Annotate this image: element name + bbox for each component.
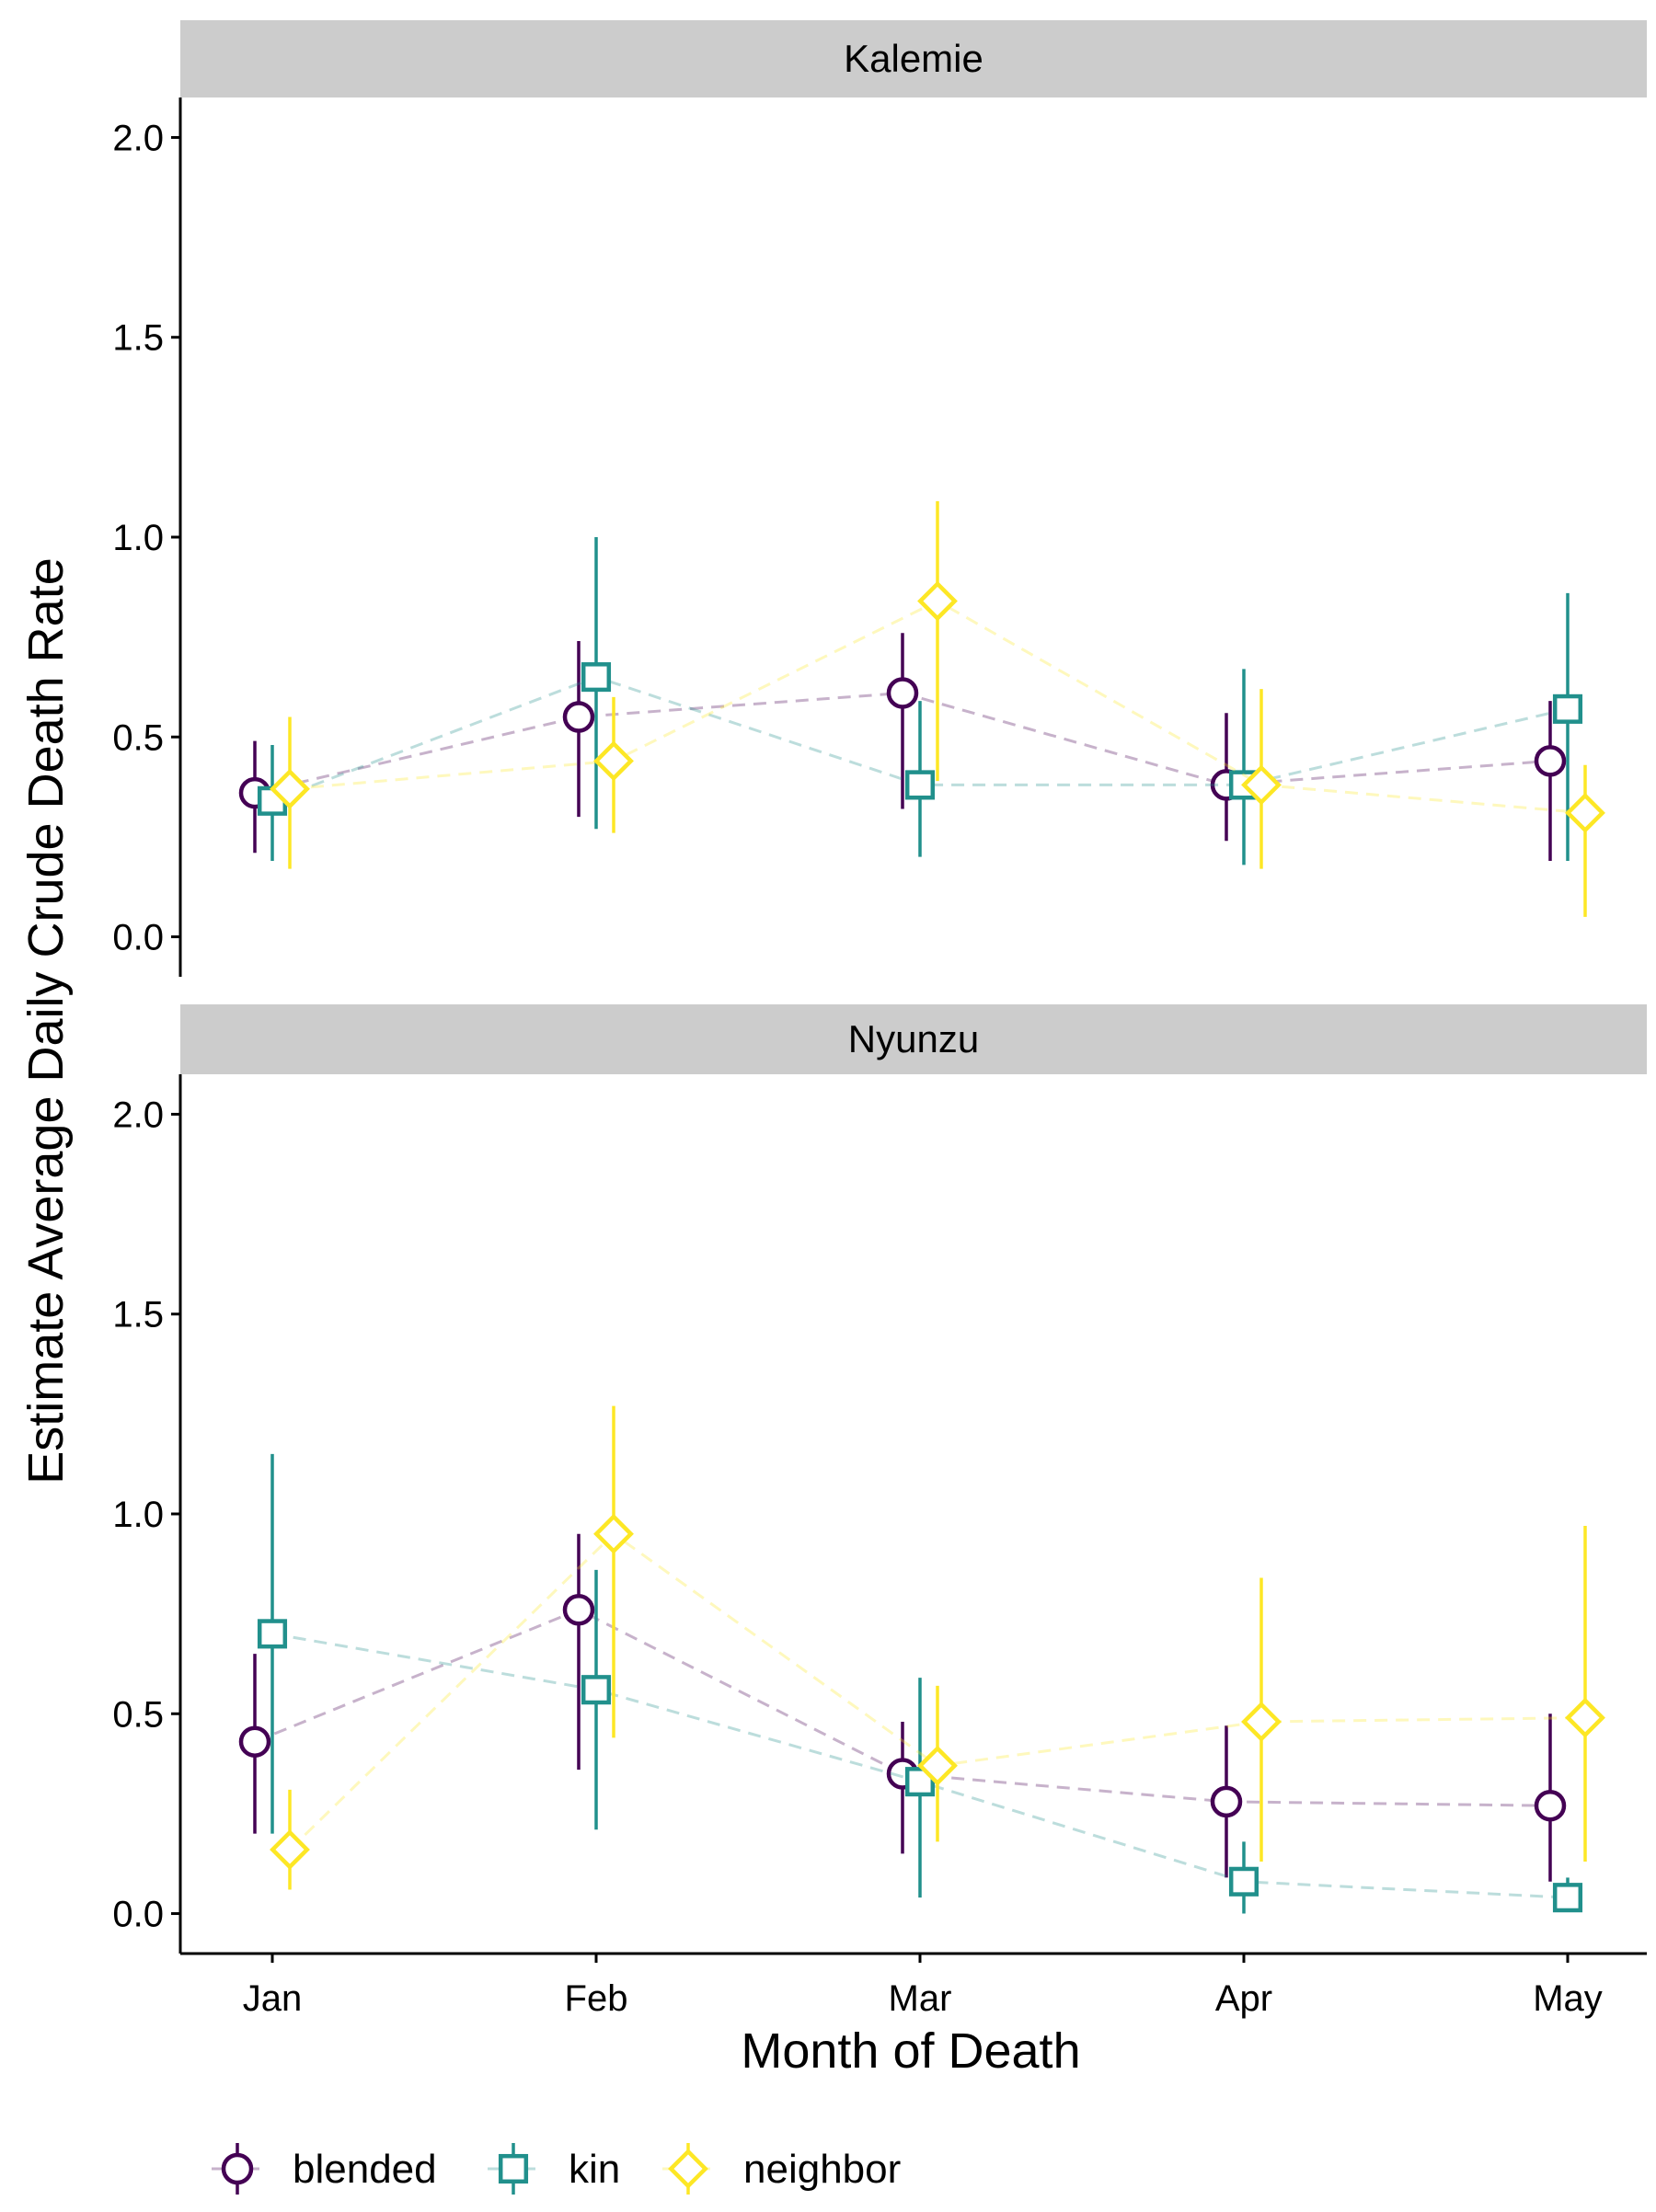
point-neighbor: [270, 768, 310, 809]
y-tick-label: 2.0: [112, 118, 164, 158]
point-kin: [581, 662, 612, 693]
point-kin: [1552, 693, 1583, 724]
point-neighbor: [1565, 1697, 1605, 1738]
facet-strip: [180, 1004, 1647, 1074]
point-kin: [581, 1675, 612, 1705]
point-blended: [1210, 1785, 1243, 1818]
point-neighbor: [1241, 1702, 1282, 1742]
point-blended: [1534, 1789, 1567, 1822]
y-tick-label: 1.5: [112, 318, 164, 359]
y-tick-label: 2.0: [112, 1095, 164, 1135]
point-neighbor: [917, 580, 958, 622]
x-tick-label: Jan: [243, 1978, 303, 2019]
x-tick-label: Feb: [565, 1978, 628, 2019]
y-tick-label: 0.0: [112, 918, 164, 958]
point-blended: [1534, 745, 1567, 777]
point-kin: [1552, 1883, 1583, 1913]
point-kin: [1228, 1866, 1259, 1897]
point-kin: [904, 770, 936, 800]
y-tick-label: 1.0: [112, 518, 164, 558]
facet-strip: [180, 20, 1647, 97]
legend-key-kin: [498, 2153, 529, 2184]
facet-strip-label: Kalemie: [844, 37, 983, 80]
x-tick-label: May: [1533, 1978, 1603, 2019]
point-blended: [886, 677, 919, 709]
point-blended: [562, 1594, 595, 1626]
y-tick-label: 1.5: [112, 1295, 164, 1335]
y-tick-label: 0.0: [112, 1895, 164, 1935]
x-axis-title: Month of Death: [741, 2023, 1080, 2079]
y-tick-label: 0.5: [112, 1694, 164, 1735]
y-tick-label: 0.5: [112, 717, 164, 758]
point-blended: [562, 701, 595, 733]
point-neighbor: [1565, 792, 1605, 833]
y-axis-title: Estimate Average Daily Crude Death Rate: [18, 557, 74, 1484]
point-blended: [238, 1725, 271, 1758]
series-line-blended: [254, 1608, 1551, 1807]
legend-label: neighbor: [743, 2147, 901, 2192]
legend-label: kin: [569, 2147, 620, 2192]
legend-key-neighbor: [668, 2149, 708, 2189]
point-neighbor: [593, 740, 634, 782]
facet-strip-label: Nyunzu: [848, 1017, 979, 1060]
point-kin: [257, 1619, 288, 1649]
legend-label: blended: [293, 2147, 437, 2192]
y-tick-label: 1.0: [112, 1495, 164, 1535]
point-neighbor: [917, 1745, 958, 1786]
legend-key-blended: [221, 2152, 254, 2185]
x-tick-label: Apr: [1215, 1978, 1272, 2019]
point-neighbor: [270, 1829, 310, 1870]
point-neighbor: [593, 1513, 634, 1554]
x-tick-label: Mar: [889, 1978, 952, 2019]
point-neighbor: [1241, 764, 1282, 806]
